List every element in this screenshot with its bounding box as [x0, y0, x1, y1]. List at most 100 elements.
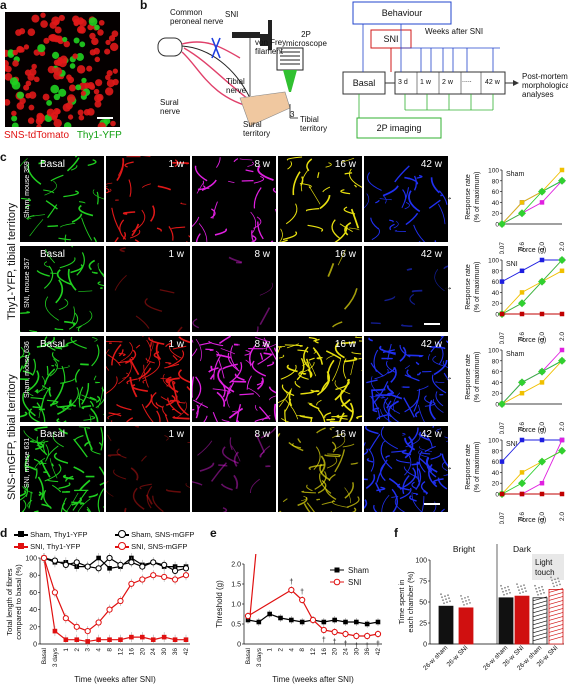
section-label: Light: [535, 558, 553, 567]
micrograph-2-4: 16 w: [278, 246, 362, 332]
fibre-path: [36, 270, 50, 277]
fibre-path: [218, 464, 228, 467]
fibre-path: [76, 252, 85, 276]
fibre-path: [118, 349, 124, 357]
fibre-path: [415, 361, 420, 366]
fibre-path: [325, 162, 332, 168]
significance-mark: †: [333, 639, 337, 646]
y-axis-label: Response rate: [465, 174, 472, 220]
response-rate-chart-3: 0 20 40 60 80 100 0.07 0.6 1.0 2.0 Force (g) Respon…: [465, 348, 566, 434]
data-point: [171, 567, 179, 574]
fibre-path: [79, 201, 86, 204]
fibre-path: [96, 191, 99, 205]
fibre-path: [58, 482, 71, 490]
fibre-path: [98, 442, 102, 446]
fibre-path: [178, 336, 190, 344]
fibre-path: [192, 376, 195, 398]
bar: [532, 597, 548, 645]
hatch-line: [532, 608, 548, 614]
fibre-path: [228, 180, 235, 184]
fibre-path: [269, 395, 276, 401]
fibre-path: [334, 341, 345, 359]
fibre-path: [162, 405, 168, 416]
fibre-path: [148, 337, 165, 345]
fibre-path: [317, 479, 327, 494]
fibre-path: [165, 380, 170, 387]
fibre-path: [288, 389, 293, 407]
data-point: [40, 554, 48, 562]
fibre-path: [317, 172, 320, 178]
fibre-path: [70, 263, 83, 274]
fibre-path: [57, 399, 72, 416]
micrograph-3-4: 16 w: [278, 336, 362, 422]
fibre-path: [411, 461, 421, 466]
fibre-path: [320, 455, 326, 474]
fibre-path: [26, 386, 34, 397]
fibre-image: [364, 426, 448, 512]
fibre-path: [177, 326, 183, 332]
fibre-path: [404, 201, 410, 210]
data-point: [161, 573, 168, 581]
cell-dot: [79, 41, 86, 48]
fibre-path: [297, 496, 308, 507]
fibre-path: [131, 223, 140, 237]
y-tick-label: 80: [492, 448, 500, 455]
data-point: [519, 491, 525, 497]
row-arrow: ↔: [443, 192, 453, 203]
fibre-path: [431, 374, 447, 394]
cell-dot: [53, 93, 61, 101]
fibre-path: [394, 230, 406, 233]
fibre-path: [273, 403, 276, 422]
fibre-path: [144, 297, 163, 312]
cell-dot: [86, 65, 93, 72]
fibre-path: [81, 217, 93, 241]
micrograph-2-5: 42 w: [364, 246, 448, 332]
scatter-dot: [519, 592, 521, 595]
scatter-dot: [534, 584, 536, 587]
scatter-dot: [559, 583, 561, 586]
data-point: [558, 256, 566, 264]
fibre-path: [107, 412, 121, 420]
fibre-path: [387, 392, 403, 400]
fibre-path: [387, 405, 400, 422]
y-tick-label: 0: [423, 642, 427, 649]
cell-dot: [46, 100, 53, 106]
cell-dot: [94, 100, 102, 108]
fibre-path: [326, 355, 334, 360]
fibre-path: [350, 208, 360, 229]
fibre-path: [308, 357, 315, 361]
fibre-path: [370, 376, 386, 399]
fibre-image: [114, 247, 183, 332]
fibre-path: [135, 315, 150, 329]
timepoint-label: 1 w: [168, 339, 184, 350]
y-tick-label: 80: [29, 573, 37, 580]
cell-dot: [15, 29, 22, 36]
x-tick-label: 2.0: [559, 512, 566, 521]
fibre-path: [111, 207, 121, 233]
fibre-path: [90, 407, 99, 422]
cell-dot: [11, 115, 18, 122]
significance-mark: †: [322, 637, 326, 644]
fibre-path: [46, 365, 49, 376]
fibre-path: [419, 446, 433, 452]
significance-mark: †: [300, 589, 304, 596]
fibre-path: [418, 404, 425, 422]
fibre-path: [188, 235, 190, 238]
bar: [498, 597, 514, 645]
fibre-path: [68, 312, 79, 330]
fibre-path: [118, 360, 132, 385]
fibre-path: [52, 484, 62, 493]
fibre-path: [266, 361, 275, 367]
sni-site-label: SNI: [225, 10, 239, 19]
section-label: Bright: [453, 544, 476, 554]
data-point: [539, 311, 545, 317]
x-tick-label: 3: [85, 648, 92, 652]
cell-dot: [23, 44, 30, 50]
fibre-path: [433, 501, 437, 512]
data-point: [183, 637, 189, 642]
data-point: [182, 565, 190, 572]
fibre-path: [195, 402, 203, 415]
fibre-path: [346, 496, 360, 508]
sni-box-label: SNI: [383, 34, 399, 44]
cell-dot: [42, 93, 50, 101]
